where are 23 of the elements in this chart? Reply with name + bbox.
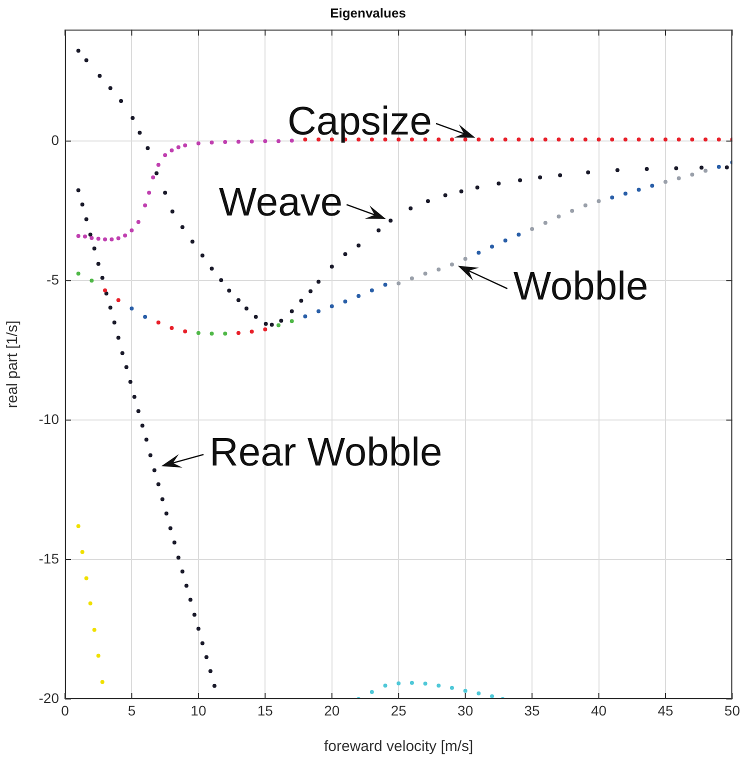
x-tick-label: 35 [524,702,540,718]
x-tick-label: 5 [128,702,136,718]
x-tick-label: 50 [724,702,740,718]
x-tick-label: 30 [458,702,474,718]
y-tick-label: -15 [38,550,60,566]
annotation: Rear Wobble [210,430,442,475]
x-tick-label: 45 [658,702,674,718]
x-tick-label: 25 [390,702,407,718]
x-tick-label: 20 [324,702,340,718]
x-axis-title: foreward velocity [m/s] [324,738,474,756]
x-tick-label: 15 [257,702,274,718]
x-tick-label: 0 [61,702,70,718]
x-tick-label: 40 [590,702,607,718]
chart-title: Eigenvalues [330,5,406,20]
y-tick-label: 0 [51,132,60,148]
annotation: Weave [218,180,343,225]
x-tick-label: 10 [190,702,206,718]
y-tick-label: -10 [38,410,60,427]
y-axis-title: real part [1/s] [4,320,22,408]
annotation: Capsize [287,100,432,144]
annotation: Wobble [513,264,648,309]
y-tick-label: -5 [46,271,60,288]
y-tick-label: -20 [38,690,60,706]
